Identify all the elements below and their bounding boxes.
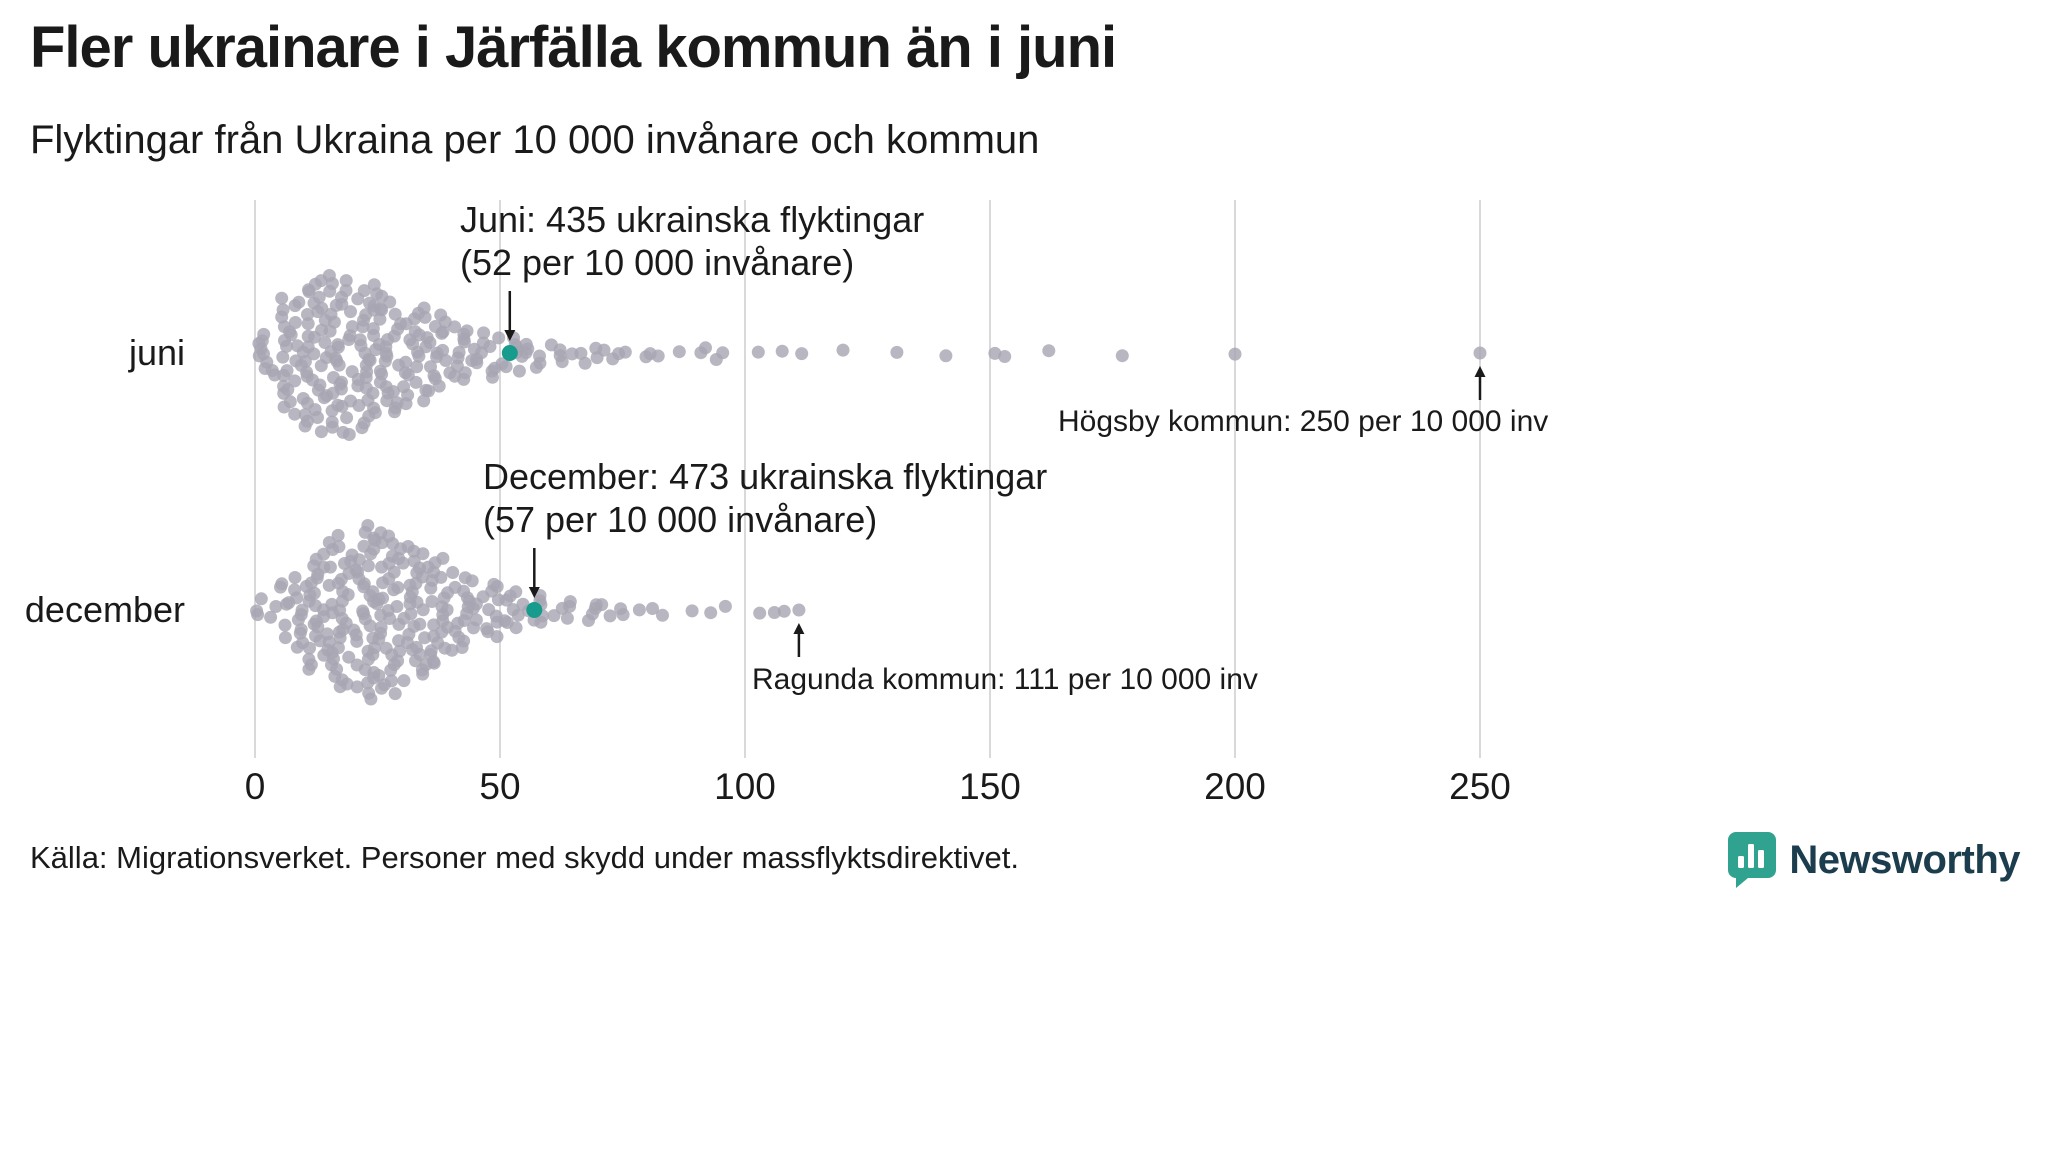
arrow-juni-highlight	[504, 291, 516, 341]
highlight-dot-december	[526, 602, 543, 618]
x-tick-label: 150	[959, 766, 1021, 807]
x-tick-label: 200	[1204, 766, 1266, 807]
x-tick-label: 0	[244, 766, 266, 807]
swarm-juni	[252, 269, 1487, 441]
row-label-december: december	[24, 589, 185, 630]
x-tick-label: 250	[1449, 766, 1511, 807]
source-note: Källa: Migrationsverket. Personer med sk…	[30, 840, 1019, 875]
arrow-hogsby-outlier	[1474, 366, 1486, 400]
newsworthy-logo: Newsworthy	[1728, 832, 2020, 888]
annotation-december-line2: (57 per 10 000 invånare)	[483, 499, 878, 540]
x-tick-label: 50	[479, 766, 521, 807]
annotation-december-line1: December: 473 ukrainska flyktingar	[483, 456, 1048, 497]
highlight-dot-juni	[501, 345, 518, 361]
annotation-juni-line2: (52 per 10 000 invånare)	[460, 242, 855, 283]
swarm-december	[250, 519, 806, 706]
annotation-juni-line1: Juni: 435 ukrainska flyktingar	[460, 199, 925, 240]
newsworthy-logo-text: Newsworthy	[1789, 837, 2020, 882]
annotation-hogsby: Högsby kommun: 250 per 10 000 inv	[1058, 405, 1549, 438]
annotation-december: December: 473 ukrainska flyktingar (57 p…	[483, 455, 1047, 541]
annotation-ragunda: Ragunda kommun: 111 per 10 000 inv	[752, 663, 1258, 696]
x-tick-label: 100	[714, 766, 776, 807]
arrow-december-highlight	[528, 548, 540, 598]
chart-subtitle: Flyktingar från Ukraina per 10 000 invån…	[30, 118, 1040, 162]
arrow-ragunda-outlier	[793, 623, 805, 657]
row-label-juni: juni	[128, 332, 185, 373]
chart-title: Fler ukrainare i Järfälla kommun än i ju…	[30, 15, 1117, 80]
annotation-juni: Juni: 435 ukrainska flyktingar (52 per 1…	[460, 198, 924, 284]
newsworthy-logo-icon	[1728, 832, 1777, 888]
